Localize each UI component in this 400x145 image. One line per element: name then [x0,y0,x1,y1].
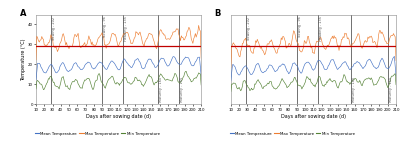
Text: Heading - 135: Heading - 135 [318,17,322,41]
Text: Maturity - 160: Maturity - 160 [352,77,356,102]
Legend: Mean Temperature, Max Temperature, Min Temperature: Mean Temperature, Max Temperature, Min T… [230,132,354,136]
X-axis label: Days after sowing date (d): Days after sowing date (d) [86,114,151,119]
Text: Sowing - 96: Sowing - 96 [103,17,107,37]
Text: Sowing - 202: Sowing - 202 [52,17,56,40]
Y-axis label: Temperature (°C): Temperature (°C) [21,38,26,81]
Text: Sowing - 96: Sowing - 96 [298,17,302,37]
Text: Maturity - 160: Maturity - 160 [159,77,163,102]
Text: Heading - 135: Heading - 135 [124,17,128,41]
Text: Maturity - 165: Maturity - 165 [389,77,393,102]
X-axis label: Days after sowing date (d): Days after sowing date (d) [281,114,346,119]
Text: Maturity - 165: Maturity - 165 [180,77,184,102]
Text: A: A [20,9,26,18]
Text: B: B [214,9,221,18]
Text: Sowing - 202: Sowing - 202 [247,17,251,40]
Legend: Mean Temperature, Max Temperature, Min Temperature: Mean Temperature, Max Temperature, Min T… [35,132,160,136]
